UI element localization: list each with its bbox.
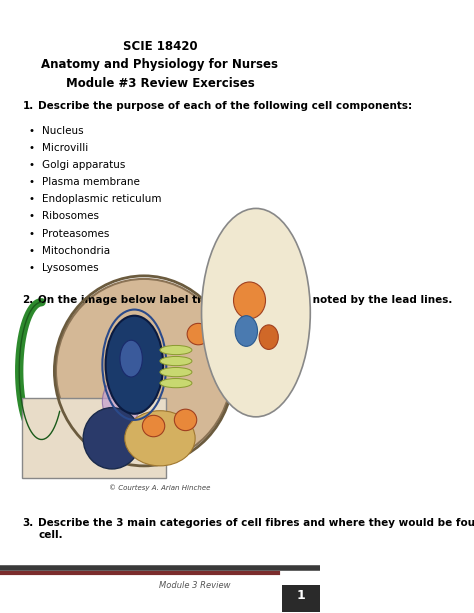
- Ellipse shape: [102, 377, 141, 426]
- Text: 2.: 2.: [22, 295, 34, 305]
- Ellipse shape: [160, 379, 192, 388]
- Text: •: •: [29, 194, 35, 204]
- Text: Nucleus: Nucleus: [42, 126, 83, 135]
- Text: Ribosomes: Ribosomes: [42, 211, 99, 221]
- Text: •: •: [29, 177, 35, 187]
- Text: Module 3 Review: Module 3 Review: [159, 581, 230, 590]
- Text: On the image below label the parts of the cell noted by the lead lines.: On the image below label the parts of th…: [38, 295, 453, 305]
- Ellipse shape: [83, 408, 141, 469]
- Text: 3.: 3.: [22, 518, 34, 528]
- Text: Endoplasmic reticulum: Endoplasmic reticulum: [42, 194, 161, 204]
- Text: Anatomy and Physiology for Nurses: Anatomy and Physiology for Nurses: [41, 58, 278, 71]
- Ellipse shape: [235, 316, 257, 346]
- Text: •: •: [29, 160, 35, 170]
- Ellipse shape: [106, 316, 163, 414]
- Ellipse shape: [56, 279, 232, 463]
- Ellipse shape: [259, 325, 278, 349]
- Text: Proteasomes: Proteasomes: [42, 229, 109, 238]
- Ellipse shape: [234, 282, 265, 319]
- Text: •: •: [29, 126, 35, 135]
- FancyBboxPatch shape: [22, 398, 166, 478]
- Ellipse shape: [160, 346, 192, 355]
- Text: Golgi apparatus: Golgi apparatus: [42, 160, 125, 170]
- Ellipse shape: [142, 416, 165, 437]
- Text: •: •: [29, 229, 35, 238]
- Ellipse shape: [125, 411, 195, 466]
- FancyBboxPatch shape: [282, 585, 320, 612]
- Ellipse shape: [174, 409, 197, 431]
- Text: Module #3 Review Exercises: Module #3 Review Exercises: [65, 77, 255, 89]
- Text: 1.: 1.: [22, 101, 34, 111]
- Text: Plasma membrane: Plasma membrane: [42, 177, 139, 187]
- Text: Describe the purpose of each of the following cell components:: Describe the purpose of each of the foll…: [38, 101, 412, 111]
- Text: Describe the 3 main categories of cell fibres and where they would be found in a: Describe the 3 main categories of cell f…: [38, 518, 474, 539]
- Text: •: •: [29, 143, 35, 153]
- Text: •: •: [29, 246, 35, 256]
- Ellipse shape: [160, 357, 192, 366]
- Ellipse shape: [201, 208, 310, 417]
- Text: Mitochondria: Mitochondria: [42, 246, 109, 256]
- Text: 1: 1: [296, 589, 305, 603]
- Text: •: •: [29, 211, 35, 221]
- Text: •: •: [29, 263, 35, 273]
- Text: SCIE 18420: SCIE 18420: [123, 40, 197, 53]
- Text: Lysosomes: Lysosomes: [42, 263, 98, 273]
- Ellipse shape: [160, 368, 192, 376]
- Text: © Courtesy A. Arlan Hinchee: © Courtesy A. Arlan Hinchee: [109, 484, 210, 491]
- Text: Microvilli: Microvilli: [42, 143, 88, 153]
- Ellipse shape: [120, 340, 142, 377]
- Ellipse shape: [187, 324, 210, 345]
